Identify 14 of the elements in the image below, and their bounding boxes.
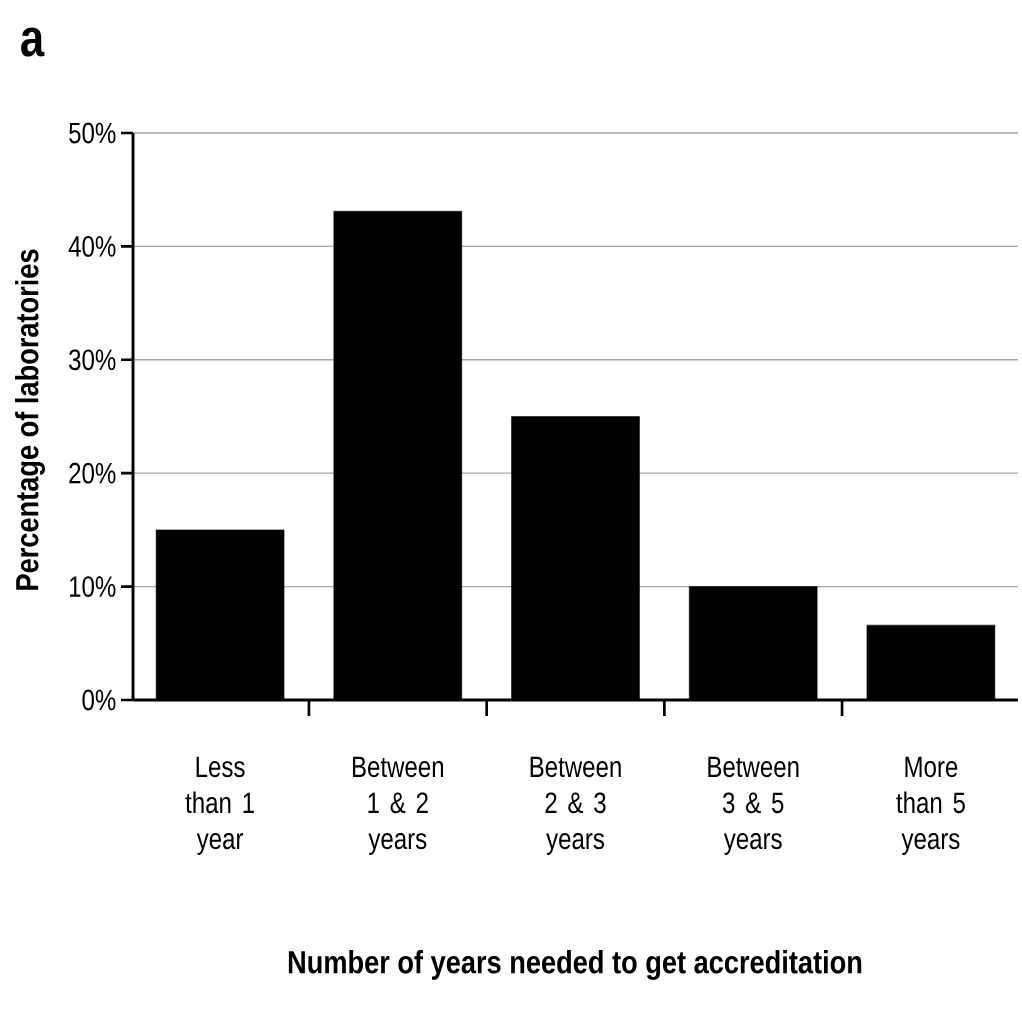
- x-tick-label: Between 2 & 3 years: [530, 756, 621, 855]
- x-tick-label: Less than 1 year: [185, 756, 254, 855]
- x-axis-title: Number of years needed to get accreditation: [288, 950, 862, 980]
- y-tick-label: 20%: [69, 462, 116, 484]
- x-tick-label: Between 1 & 2 years: [352, 756, 444, 855]
- y-tick-label: 40%: [68, 236, 116, 257]
- x-tick-label: Between 3 & 5 years: [708, 756, 799, 855]
- y-axis-title: Percentage of laboratories: [15, 249, 45, 590]
- x-tick-label: More than 5 years: [896, 756, 965, 855]
- y-tick-label: 30%: [69, 349, 116, 371]
- y-tick-label: 10%: [69, 576, 116, 597]
- y-tick-label: 0%: [82, 689, 116, 711]
- text: a: [21, 27, 45, 57]
- y-tick-label: 50%: [69, 122, 116, 144]
